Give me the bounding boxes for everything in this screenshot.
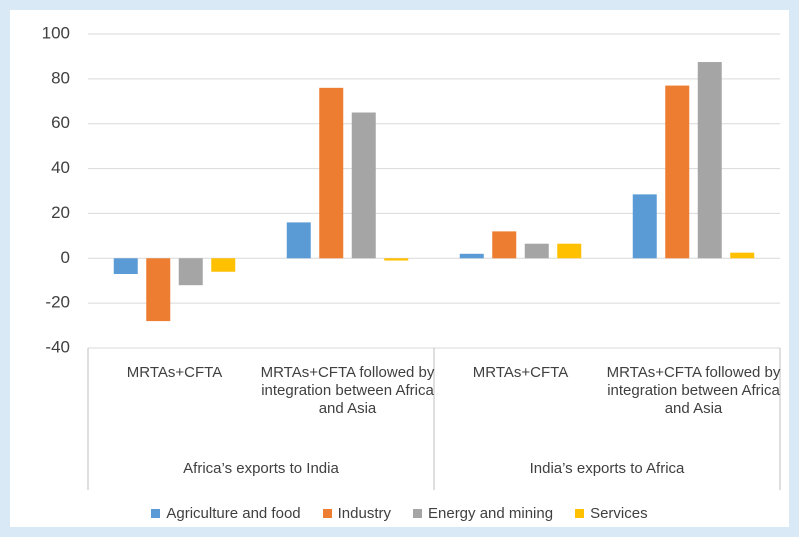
legend-label: Agriculture and food [166,505,301,522]
y-tick-label: 20 [51,203,70,222]
legend-label: Services [590,505,648,522]
legend-item: Industry [322,505,391,522]
legend-swatch [575,509,585,518]
bar [384,258,409,261]
bar [632,194,657,259]
legend-item: Services [575,505,648,522]
bar [286,222,311,259]
y-tick-label: -40 [45,337,70,356]
y-tick-label: 80 [51,68,70,87]
y-tick-label: -20 [45,293,70,312]
y-tick-label: 60 [51,113,70,132]
bar [665,85,690,259]
bar [492,231,517,259]
chart-panel [10,10,789,527]
legend-item: Energy and mining [413,505,553,522]
legend-swatch [413,509,422,518]
legend: Agriculture and food Industry Energy and m… [0,505,799,522]
bar [178,258,203,286]
bar [730,252,755,259]
bar [697,62,722,259]
x-tick-label: MRTAs+CFTA followed by integration betwe… [606,364,781,417]
x-tick-label: MRTAs+CFTA [126,364,223,381]
bar [459,253,484,259]
bar [524,243,549,259]
bar [319,87,344,259]
group-label: Africa’s exports to India [183,460,339,477]
group-label: India’s exports to Africa [529,460,685,477]
bar [557,243,582,259]
y-tick-label: 40 [51,158,70,177]
bar [146,258,171,322]
legend-swatch [322,509,332,518]
bar [113,258,138,274]
x-tick-label: MRTAs+CFTA followed by integration betwe… [260,364,435,417]
bar [211,258,236,272]
legend-item: Agriculture and food [151,505,301,522]
y-tick-label: 100 [42,23,70,42]
legend-swatch [151,509,161,518]
x-tick-label: MRTAs+CFTA [472,364,569,381]
y-tick-label: 0 [61,248,70,267]
bar [351,112,376,259]
legend-label: Industry [337,505,391,522]
legend-label: Energy and mining [428,505,554,522]
